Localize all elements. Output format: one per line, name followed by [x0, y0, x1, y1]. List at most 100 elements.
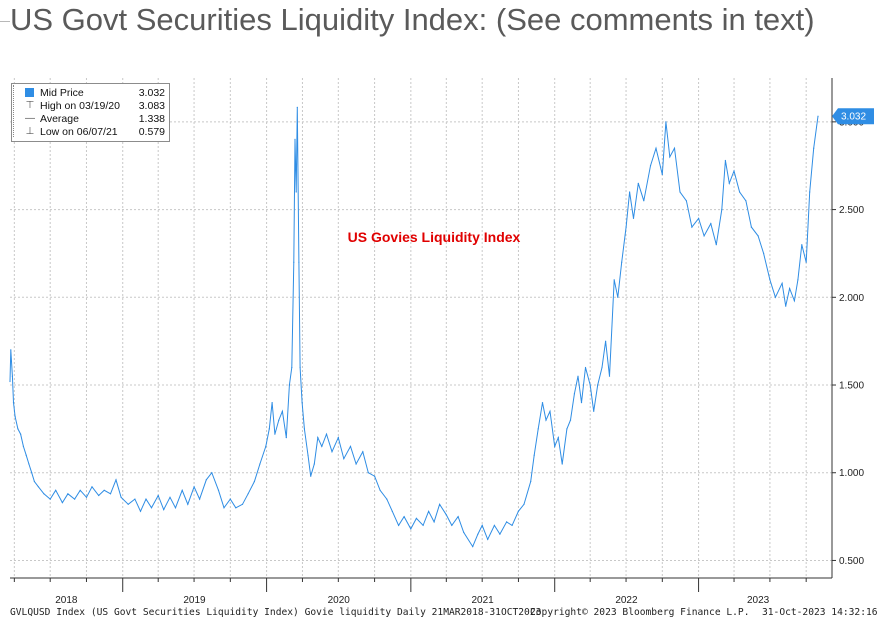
series-point [613, 279, 615, 281]
series-point [661, 173, 663, 176]
x-tick-label: 2022 [615, 595, 638, 606]
last-value-tag: 3.032 [832, 108, 874, 125]
series-point [321, 445, 323, 447]
series-point [789, 287, 791, 290]
series-point [10, 349, 12, 351]
series-point [22, 445, 24, 447]
legend-value: 3.083 [138, 100, 165, 112]
series-point [85, 496, 88, 498]
series-point [241, 503, 244, 505]
series-point [739, 191, 741, 193]
series-point [199, 498, 201, 500]
series-point [127, 503, 129, 505]
series-point [566, 428, 568, 430]
x-tick-label: 2019 [183, 595, 206, 606]
y-tick-label: 0.500 [839, 556, 864, 567]
series-point [379, 489, 381, 491]
series-point [98, 494, 100, 497]
series-point [428, 510, 430, 512]
series-point [49, 498, 51, 500]
series-point [793, 300, 796, 302]
series-point [25, 454, 27, 456]
series-point [415, 517, 417, 520]
series-point [481, 524, 483, 527]
series-point [367, 472, 369, 474]
series-point [325, 433, 328, 435]
series-point [703, 235, 705, 237]
series-point [629, 191, 631, 193]
series-point [655, 147, 657, 149]
series-point [37, 486, 40, 488]
series-point [463, 531, 465, 534]
series-points [9, 106, 819, 548]
series-point [801, 244, 803, 246]
series-point [187, 503, 189, 505]
legend-label: Average [40, 113, 79, 125]
legend-item-mid-price: Mid Price 3.032 [16, 87, 165, 100]
series-point [589, 384, 591, 386]
series-point [386, 498, 388, 500]
series-point [643, 200, 645, 202]
page-title: US Govt Securities Liquidity Index: (See… [10, 2, 815, 37]
series-point [67, 493, 69, 495]
line-swatch-icon [25, 88, 34, 97]
series-point [247, 493, 249, 495]
series-point [698, 217, 700, 219]
series-point [134, 498, 136, 500]
series-point [569, 419, 572, 421]
series-point [362, 451, 364, 453]
series-point [55, 489, 57, 491]
series-point [669, 156, 671, 158]
series-point [265, 445, 267, 447]
x-tick-label: 2023 [747, 595, 770, 606]
series-point [61, 502, 64, 504]
average-marker-icon: — [25, 113, 35, 124]
series-point [554, 445, 556, 447]
series-point [549, 410, 551, 412]
x-tick-label: 2021 [471, 595, 494, 606]
series-point [511, 524, 513, 527]
plot-area [10, 78, 832, 578]
series-point [724, 159, 727, 162]
series-point [391, 510, 393, 512]
series-point [169, 496, 171, 498]
series-point [517, 510, 520, 512]
series-point [809, 191, 811, 193]
series-point [33, 480, 36, 483]
legend-item-average: — Average 1.338 [16, 113, 165, 126]
series-point [533, 454, 535, 456]
series-point [691, 226, 693, 228]
series-point [398, 524, 400, 527]
series-point [355, 463, 357, 465]
series-point [294, 138, 296, 140]
series-point [115, 479, 117, 481]
series-point [817, 115, 819, 117]
series-point [74, 498, 76, 500]
series-point [278, 419, 280, 421]
series-point [557, 437, 559, 439]
x-axis-ticks: 2018 2019 2020 2021 2022 2023 [13, 578, 807, 606]
last-value-tag-shape [832, 108, 874, 125]
series-point [685, 200, 688, 202]
series-point [433, 521, 435, 523]
series-point [235, 507, 237, 509]
series-point [145, 498, 147, 500]
y-tick-label: 1.000 [839, 468, 864, 479]
series-point [43, 493, 45, 495]
series-point [91, 486, 93, 488]
series-point [608, 375, 611, 377]
series-point [288, 384, 290, 386]
series-point [605, 340, 607, 342]
series-point [797, 279, 799, 281]
legend-item-low: ⊥ Low on 06/07/21 0.579 [16, 126, 165, 139]
vertical-grid [13, 78, 807, 578]
series-point [217, 489, 220, 491]
series-point [28, 463, 30, 465]
series-point [163, 509, 165, 511]
series-point [349, 445, 352, 447]
series-point [805, 261, 807, 263]
series-point [150, 507, 153, 509]
series-point [181, 489, 183, 491]
